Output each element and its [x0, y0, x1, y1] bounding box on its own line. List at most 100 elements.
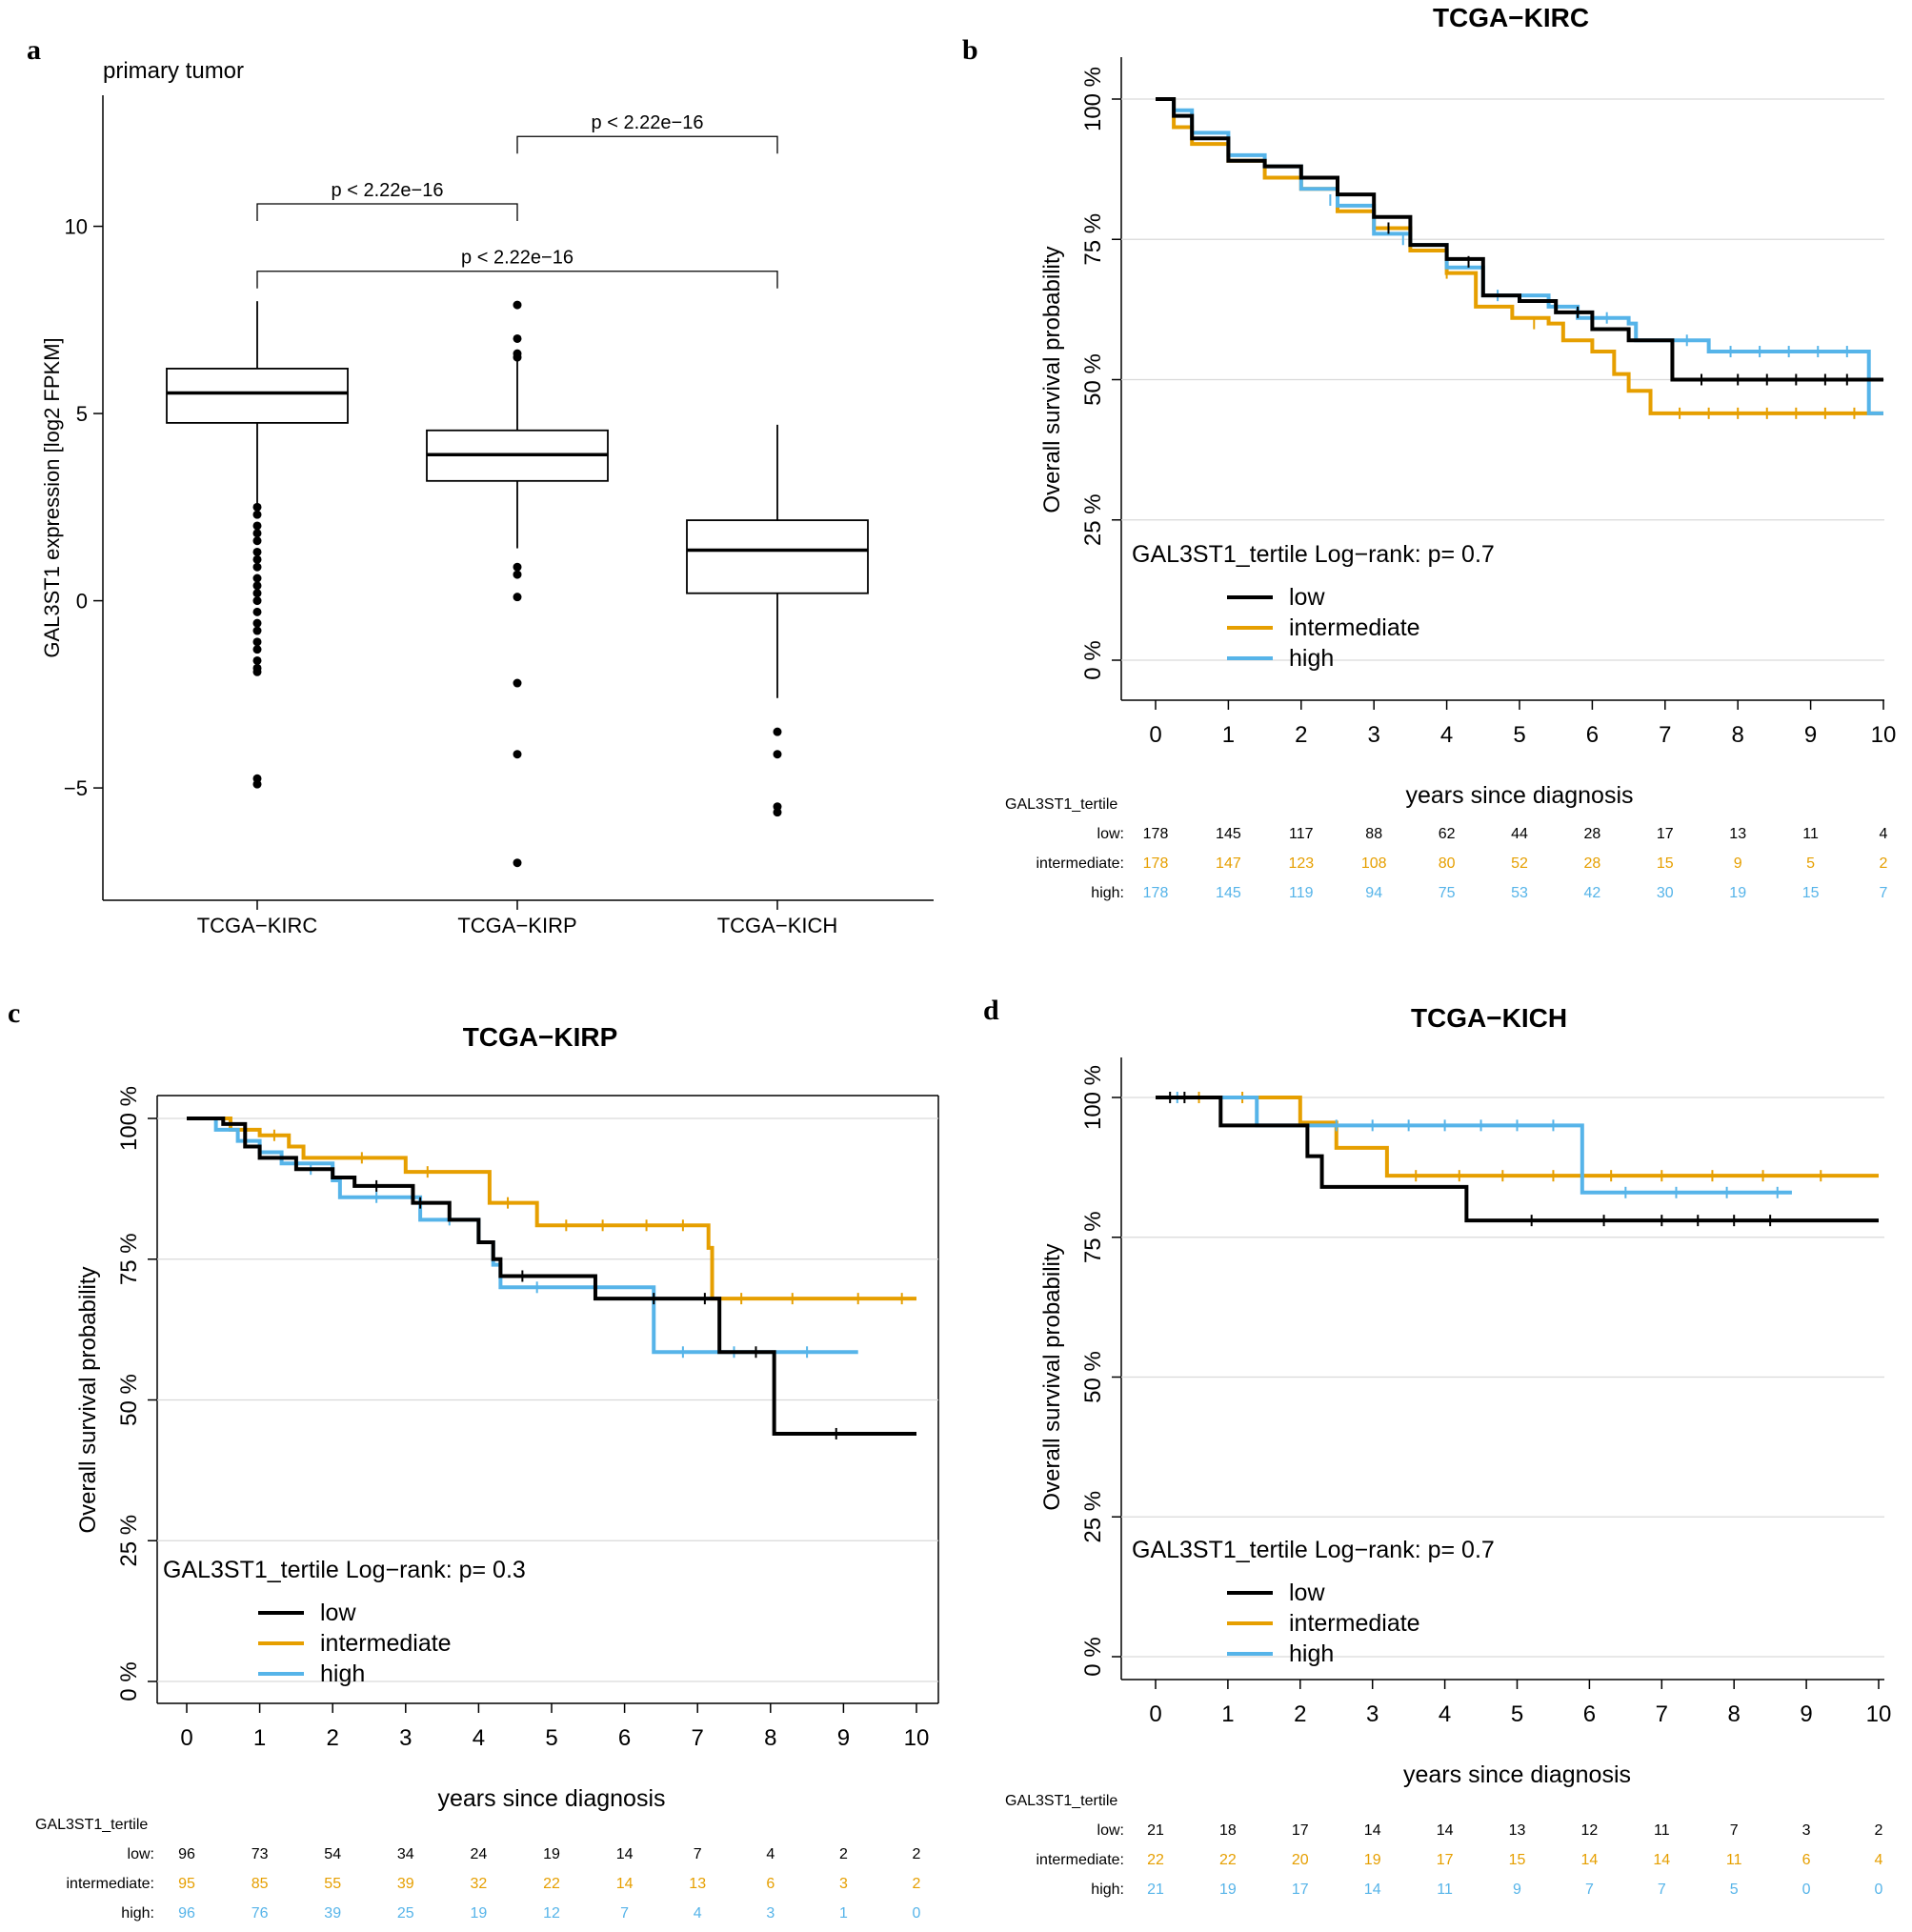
x-tick-label: 6	[618, 1725, 631, 1751]
legend-entry-low: low	[1289, 1580, 1325, 1606]
outlier-point	[252, 637, 262, 647]
outlier-point	[513, 570, 522, 579]
panel-d-survival-plot: d TCGA−KICH 0 % 25 % 50 % 75 % 100 % Overall su…	[983, 995, 1891, 1898]
x-axis-label: years since diagnosis	[1405, 782, 1633, 809]
risk-count: 4	[694, 1905, 702, 1922]
x-category-label: TCGA−KICH	[717, 914, 838, 937]
risk-count: 14	[1437, 1822, 1454, 1839]
y-tick-label: 0 %	[1080, 1637, 1106, 1676]
risk-count: 80	[1439, 855, 1456, 872]
legend-title: GAL3ST1_tertile Log−rank: p= 0.3	[163, 1557, 526, 1583]
x-tick-label: 6	[1586, 722, 1599, 748]
box-iqr	[686, 519, 869, 594]
risk-count: 3	[1802, 1822, 1811, 1839]
risk-count: 20	[1292, 1852, 1309, 1868]
risk-row-label: intermediate:	[1037, 1852, 1125, 1868]
legend: GAL3ST1_tertile Log−rank: p= 0.7 low inter…	[1132, 1537, 1495, 1667]
outlier-point	[252, 607, 262, 616]
risk-count: 6	[1802, 1852, 1811, 1868]
x-tick-label: 5	[1511, 1701, 1523, 1727]
x-tick-label: 1	[1221, 1701, 1234, 1727]
risk-count: 13	[689, 1876, 706, 1892]
risk-count: 88	[1365, 826, 1382, 842]
risk-count: 34	[397, 1846, 414, 1862]
risk-count: 5	[1806, 855, 1815, 872]
risk-count: 21	[1147, 1822, 1164, 1839]
y-tick-label: 10	[65, 215, 88, 239]
significance-label: p < 2.22e−16	[332, 180, 444, 201]
risk-row-label: high:	[121, 1905, 154, 1922]
x-tick-label: 0	[1149, 722, 1161, 748]
legend-entry-intermediate: intermediate	[1289, 1610, 1420, 1637]
significance-label: p < 2.22e−16	[461, 248, 574, 269]
risk-row-label: high:	[1091, 885, 1124, 901]
risk-count: 2	[1875, 1822, 1883, 1839]
risk-count: 178	[1143, 855, 1169, 872]
y-tick-label: 75 %	[1080, 213, 1106, 266]
risk-table: GAL3ST1_tertile low: 21 18 17 14 14 13 12 11 7 3 2 in…	[1005, 1793, 1883, 1898]
survival-curve-high	[1156, 97, 1883, 415]
risk-count: 1	[839, 1905, 848, 1922]
risk-count: 12	[1581, 1822, 1599, 1839]
risk-count: 42	[1584, 885, 1601, 901]
legend-entry-low: low	[320, 1600, 356, 1626]
risk-count: 52	[1511, 855, 1528, 872]
panel-label-b: b	[962, 34, 978, 66]
risk-count: 13	[1729, 826, 1746, 842]
x-tick-label: 10	[904, 1725, 930, 1751]
outlier-point	[252, 510, 262, 519]
risk-count: 14	[1364, 1822, 1381, 1839]
x-axis-label: years since diagnosis	[437, 1785, 665, 1812]
panel-label-a: a	[27, 34, 41, 66]
y-tick-label: 100 %	[1080, 1065, 1106, 1130]
risk-count: 19	[1364, 1852, 1381, 1868]
risk-count: 39	[397, 1876, 414, 1892]
outlier-point	[513, 678, 522, 688]
risk-count: 119	[1289, 885, 1314, 901]
x-tick-label: 3	[1366, 1701, 1379, 1727]
risk-count: 14	[1364, 1882, 1381, 1898]
x-tick-label: 1	[1222, 722, 1235, 748]
risk-count: 28	[1584, 826, 1601, 842]
x-tick-label: 1	[253, 1725, 266, 1751]
survival-curve-intermediate	[1156, 1096, 1879, 1178]
risk-count: 12	[543, 1905, 560, 1922]
outlier-point	[252, 655, 262, 665]
x-tick-label: 2	[1295, 722, 1307, 748]
y-tick-label: 0 %	[116, 1661, 142, 1701]
risk-count: 14	[616, 1846, 634, 1862]
risk-count: 178	[1143, 826, 1169, 842]
outlier-point	[513, 562, 522, 572]
risk-count: 32	[471, 1876, 488, 1892]
outlier-point	[252, 596, 262, 606]
x-tick-label: 3	[399, 1725, 412, 1751]
x-tick-label: 4	[1439, 1701, 1451, 1727]
risk-count: 95	[178, 1876, 195, 1892]
risk-table-title: GAL3ST1_tertile	[1005, 796, 1117, 813]
outlier-point	[252, 554, 262, 564]
risk-count: 73	[252, 1846, 269, 1862]
x-tick-label: 7	[692, 1725, 704, 1751]
risk-count: 28	[1584, 855, 1601, 872]
risk-count: 76	[252, 1905, 269, 1922]
risk-count: 18	[1219, 1822, 1237, 1839]
risk-count: 147	[1216, 855, 1241, 872]
panel-a-boxplot: a primary tumor −5 0 5 10 GAL3ST1 expression […	[27, 34, 934, 937]
y-tick-label: 25 %	[1080, 1491, 1106, 1543]
risk-count: 24	[471, 1846, 488, 1862]
survival-curve-low	[187, 1117, 916, 1436]
legend-title: GAL3ST1_tertile Log−rank: p= 0.7	[1132, 1537, 1495, 1563]
chart-title: TCGA−KICH	[1411, 1003, 1567, 1033]
x-tick-label: 4	[1440, 722, 1453, 748]
outlier-point	[252, 589, 262, 598]
survival-curve-intermediate	[1156, 97, 1883, 415]
risk-count: 53	[1511, 885, 1528, 901]
outlier-point	[252, 645, 262, 654]
survival-curve-high	[187, 1117, 858, 1355]
outlier-point	[513, 333, 522, 343]
risk-count: 94	[1365, 885, 1382, 901]
risk-count: 4	[1880, 826, 1888, 842]
x-tick-label: 4	[473, 1725, 485, 1751]
y-axis-label: Overall survival probability	[1039, 1243, 1065, 1510]
panel-label-c: c	[8, 997, 20, 1029]
